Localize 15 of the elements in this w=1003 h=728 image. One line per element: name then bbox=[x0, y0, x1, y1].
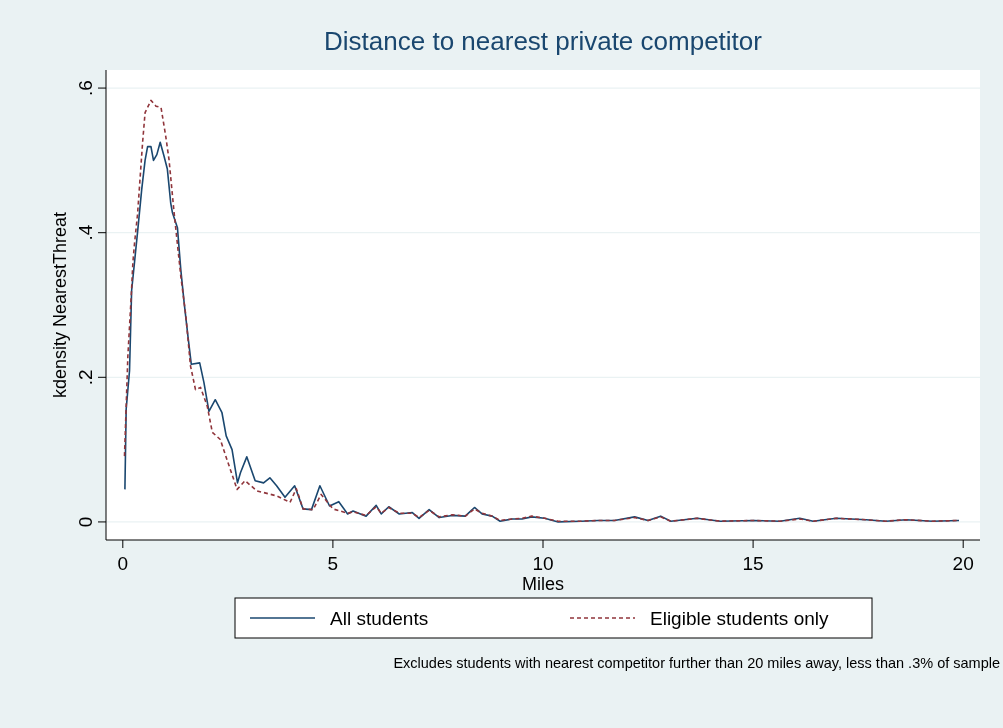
chart-title: Distance to nearest private competitor bbox=[324, 26, 763, 56]
x-tick-label: 0 bbox=[117, 553, 129, 574]
y-tick-label: .4 bbox=[75, 224, 96, 241]
y-tick-label: .6 bbox=[75, 80, 96, 97]
x-tick-label: 20 bbox=[952, 553, 974, 574]
y-axis-title: kdensity NearestThreat bbox=[50, 211, 70, 399]
legend-label: Eligible students only bbox=[650, 608, 829, 629]
legend-label: All students bbox=[330, 608, 429, 629]
x-tick-label: 15 bbox=[742, 553, 764, 574]
x-axis-title: Miles bbox=[521, 574, 565, 594]
x-tick-label: 10 bbox=[532, 553, 554, 574]
y-tick-label: .2 bbox=[75, 369, 96, 386]
y-tick-label: 0 bbox=[75, 516, 96, 528]
x-tick-label: 5 bbox=[327, 553, 339, 574]
text: Excludes students with nearest competitor further than 20 miles away, less than .3% of sample bbox=[393, 655, 1000, 671]
